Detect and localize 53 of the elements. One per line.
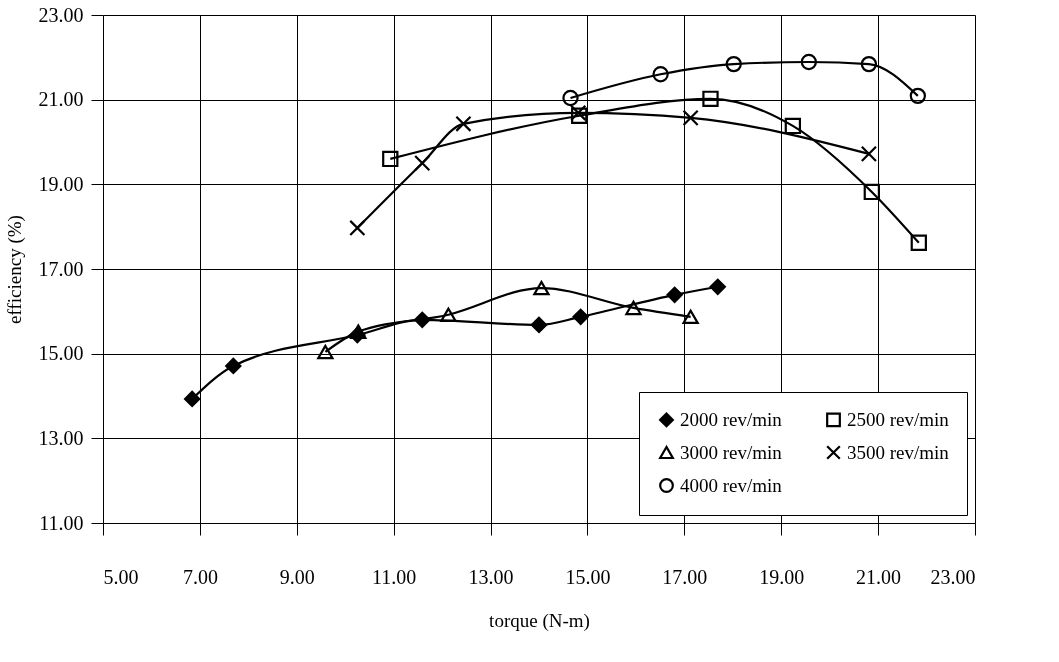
point — [414, 311, 431, 328]
point — [440, 307, 457, 322]
legend-label: 2000 rev/min — [680, 408, 783, 430]
x-tick-label: 13.00 — [468, 565, 514, 588]
point — [562, 89, 579, 107]
y-tick-label: 19.00 — [38, 172, 84, 195]
point — [533, 280, 550, 296]
point — [682, 309, 699, 325]
point — [455, 115, 472, 132]
y-tick-label: 21.00 — [38, 88, 84, 111]
point — [860, 145, 878, 163]
x-tick-label: 15.00 — [565, 565, 611, 588]
x-tick-label: 23.00 — [930, 565, 976, 588]
point — [349, 219, 366, 237]
point — [666, 286, 683, 303]
point — [350, 324, 367, 339]
point — [572, 308, 589, 326]
x-tick-label: 7.00 — [182, 565, 218, 588]
point — [725, 55, 742, 73]
legend-label: 3000 rev/min — [680, 441, 783, 463]
point — [860, 55, 878, 73]
point — [225, 357, 242, 375]
x-tick-label: 5.00 — [103, 565, 139, 588]
x-tick-label: 9.00 — [279, 565, 315, 588]
point — [382, 150, 399, 168]
legend-label: 2500 rev/min — [847, 408, 950, 430]
x-tick-label: 17.00 — [662, 565, 708, 588]
x-tick-label: 21.00 — [856, 565, 902, 588]
point — [909, 87, 927, 105]
x-axis-title: torque (N-m) — [489, 609, 590, 632]
point — [625, 300, 642, 316]
point — [910, 234, 927, 251]
x-tick-label: 11.00 — [372, 565, 417, 588]
y-tick-label: 23.00 — [38, 3, 84, 26]
y-tick-label: 13.00 — [38, 426, 84, 449]
point — [652, 66, 669, 83]
y-tick-label: 15.00 — [38, 342, 84, 365]
y-tick-label: 17.00 — [38, 257, 84, 280]
y-axis-title: efficiency (%) — [3, 215, 26, 324]
point — [863, 183, 880, 201]
y-tick-label: 11.00 — [39, 511, 84, 534]
x-tick-label: 19.00 — [759, 565, 805, 588]
point — [709, 278, 726, 295]
point — [183, 390, 201, 408]
point — [784, 117, 802, 135]
point — [702, 90, 719, 107]
legend-label: 4000 rev/min — [680, 474, 783, 496]
point — [317, 344, 334, 360]
point — [414, 155, 431, 172]
legend-label: 3500 rev/min — [847, 441, 950, 463]
point — [530, 316, 548, 334]
point — [682, 109, 699, 127]
point — [800, 53, 818, 71]
